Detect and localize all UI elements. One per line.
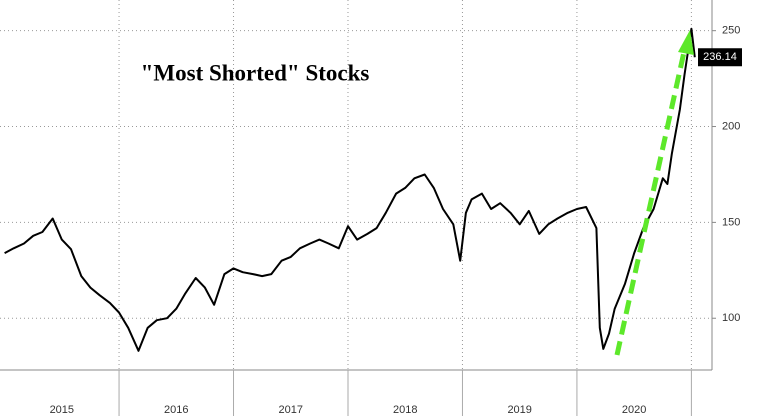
x-tick-label: 2017 [279, 404, 303, 416]
x-tick-label: 2018 [393, 404, 417, 416]
last-value-box [698, 48, 742, 67]
chart-title: "Most Shorted" Stocks [141, 60, 370, 85]
y-tick-label: 100 [722, 312, 740, 324]
x-tick-label: 2016 [164, 404, 188, 416]
y-tick-label: 200 [722, 120, 740, 132]
last-value-label: 236.14 [703, 51, 737, 63]
x-tick-label: 2020 [622, 404, 646, 416]
arrow-shaft [614, 51, 687, 356]
y-tick-label: 250 [722, 25, 740, 37]
x-tick-label: 2019 [507, 404, 531, 416]
y-tick-label: 150 [722, 216, 740, 228]
trend-arrow [614, 30, 694, 356]
price-line [4, 27, 696, 352]
arrow-head [678, 30, 694, 55]
x-tick-label: 2015 [50, 404, 74, 416]
